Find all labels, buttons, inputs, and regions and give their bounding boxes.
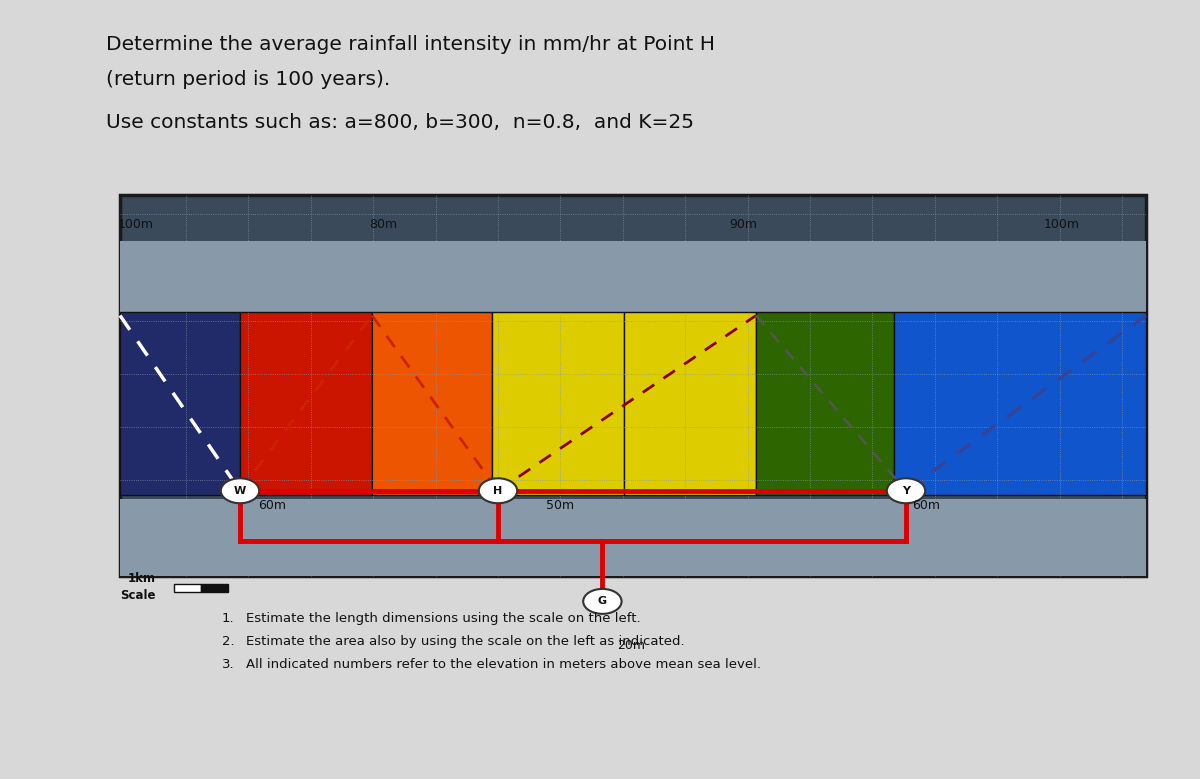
Text: 100m: 100m bbox=[1044, 218, 1080, 231]
Text: Estimate the area also by using the scale on the left as indicated.: Estimate the area also by using the scal… bbox=[246, 635, 685, 648]
Bar bbox=[120, 241, 1146, 312]
Text: (return period is 100 years).: (return period is 100 years). bbox=[106, 70, 390, 89]
Circle shape bbox=[221, 478, 259, 503]
Text: 60m: 60m bbox=[258, 499, 286, 512]
Text: 90m: 90m bbox=[730, 218, 757, 231]
Bar bbox=[240, 312, 372, 495]
Text: W: W bbox=[234, 486, 246, 495]
Bar bbox=[174, 584, 202, 592]
Text: 1.: 1. bbox=[222, 612, 235, 625]
Text: 20m: 20m bbox=[617, 639, 644, 652]
Bar bbox=[624, 312, 756, 495]
Text: Estimate the length dimensions using the scale on the left.: Estimate the length dimensions using the… bbox=[246, 612, 641, 625]
Bar bbox=[200, 584, 228, 592]
Text: 1km: 1km bbox=[128, 573, 156, 585]
Text: 100m: 100m bbox=[118, 218, 154, 231]
Text: Determine the average rainfall intensity in mm/hr at Point H: Determine the average rainfall intensity… bbox=[106, 35, 715, 54]
Text: G: G bbox=[598, 597, 607, 606]
Circle shape bbox=[887, 478, 925, 503]
Bar bbox=[120, 312, 240, 495]
Bar bbox=[492, 312, 624, 495]
Text: 50m: 50m bbox=[546, 499, 574, 512]
Bar bbox=[372, 312, 492, 495]
Text: 60m: 60m bbox=[912, 499, 940, 512]
Text: 3.: 3. bbox=[222, 658, 235, 671]
Text: H: H bbox=[493, 486, 503, 495]
Circle shape bbox=[583, 589, 622, 614]
Bar bbox=[120, 195, 1146, 576]
Text: 80m: 80m bbox=[370, 218, 397, 231]
Bar bbox=[756, 312, 894, 495]
Bar bbox=[120, 499, 1146, 576]
Text: 2.: 2. bbox=[222, 635, 235, 648]
Text: Scale: Scale bbox=[120, 590, 156, 602]
Circle shape bbox=[479, 478, 517, 503]
Bar bbox=[894, 312, 1146, 495]
Text: All indicated numbers refer to the elevation in meters above mean sea level.: All indicated numbers refer to the eleva… bbox=[246, 658, 761, 671]
Text: Use constants such as: a=800, b=300,  n=0.8,  and K=25: Use constants such as: a=800, b=300, n=0… bbox=[106, 113, 694, 132]
Text: Y: Y bbox=[902, 486, 910, 495]
